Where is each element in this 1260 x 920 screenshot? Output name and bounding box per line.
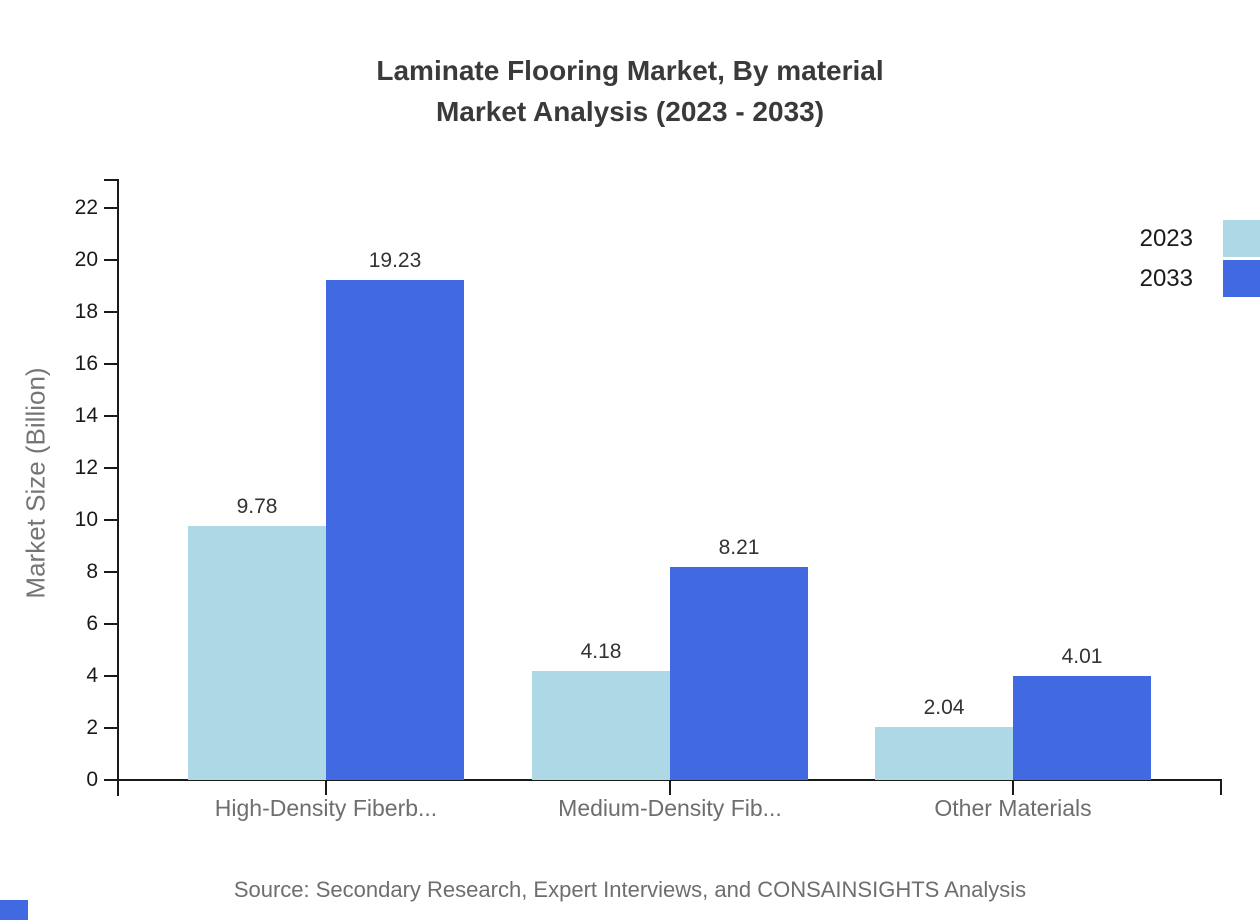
y-tick-label: 4 xyxy=(86,664,98,687)
source-attribution: Source: Secondary Research, Expert Inter… xyxy=(233,877,1027,902)
y-tick-label: 10 xyxy=(74,508,98,531)
y-tick-mark xyxy=(104,311,118,313)
y-tick-mark xyxy=(104,675,118,677)
bar-value-label-2033-category-0: 19.23 xyxy=(368,249,422,272)
bar-2023-category-0 xyxy=(188,526,326,780)
y-tick-label: 0 xyxy=(86,768,98,791)
bar-2023-category-2 xyxy=(875,727,1013,780)
bar-value-label-2023-category-2: 2.04 xyxy=(923,696,965,719)
y-tick-mark xyxy=(104,207,118,209)
bar-value-label-2023-category-0: 9.78 xyxy=(236,495,278,518)
y-tick-label: 22 xyxy=(74,196,98,219)
bar-value-label-2033-category-1: 8.21 xyxy=(718,536,760,559)
legend-label-2033: 2033 xyxy=(1139,264,1193,292)
category-label: Other Materials xyxy=(934,795,1092,821)
y-tick-mark xyxy=(104,779,118,781)
x-tick-mark xyxy=(1012,780,1014,795)
y-tick-mark xyxy=(104,415,118,417)
y-tick-mark xyxy=(104,727,118,729)
legend-swatch-2023 xyxy=(1223,220,1260,257)
y-tick-mark xyxy=(104,571,118,573)
y-tick-label: 6 xyxy=(86,612,98,635)
y-axis-line xyxy=(117,179,119,796)
y-tick-label: 14 xyxy=(74,404,98,427)
y-tick-label: 16 xyxy=(74,352,98,375)
y-tick-mark xyxy=(104,623,118,625)
legend-label-2023: 2023 xyxy=(1139,224,1193,252)
y-tick-mark xyxy=(104,259,118,261)
bar-2023-category-1 xyxy=(532,671,670,780)
x-tick-mark xyxy=(325,780,327,795)
legend-item-2023: 2023 xyxy=(1140,220,1260,257)
y-axis-top-tick xyxy=(104,179,118,181)
x-axis-end-tick xyxy=(1220,779,1222,795)
category-label: High-Density Fiberb... xyxy=(214,795,438,821)
bar-value-label-2023-category-1: 4.18 xyxy=(580,640,622,663)
bar-2033-category-2 xyxy=(1013,676,1151,780)
y-tick-mark xyxy=(104,363,118,365)
legend: 2023 2033 xyxy=(1140,220,1260,300)
y-tick-label: 12 xyxy=(74,456,98,479)
category-label: Medium-Density Fib... xyxy=(558,795,782,821)
chart-title-line-2: Market Analysis (2023 - 2033) xyxy=(435,96,825,127)
corner-brand-square xyxy=(0,900,28,920)
y-tick-mark xyxy=(104,519,118,521)
legend-swatch-2033 xyxy=(1223,260,1260,297)
x-tick-mark xyxy=(669,780,671,795)
y-tick-label: 8 xyxy=(86,560,98,583)
bar-2033-category-1 xyxy=(670,567,808,780)
bar-2033-category-0 xyxy=(326,280,464,780)
chart-title: Laminate Flooring Market, By material Ma… xyxy=(0,50,1260,132)
y-tick-mark xyxy=(104,467,118,469)
bar-value-label-2033-category-2: 4.01 xyxy=(1061,645,1103,668)
y-tick-label: 20 xyxy=(74,248,98,271)
y-tick-label: 18 xyxy=(74,300,98,323)
y-tick-label: 2 xyxy=(86,716,98,739)
chart-title-line-1: Laminate Flooring Market, By material xyxy=(376,55,884,86)
legend-item-2033: 2033 xyxy=(1140,260,1260,297)
